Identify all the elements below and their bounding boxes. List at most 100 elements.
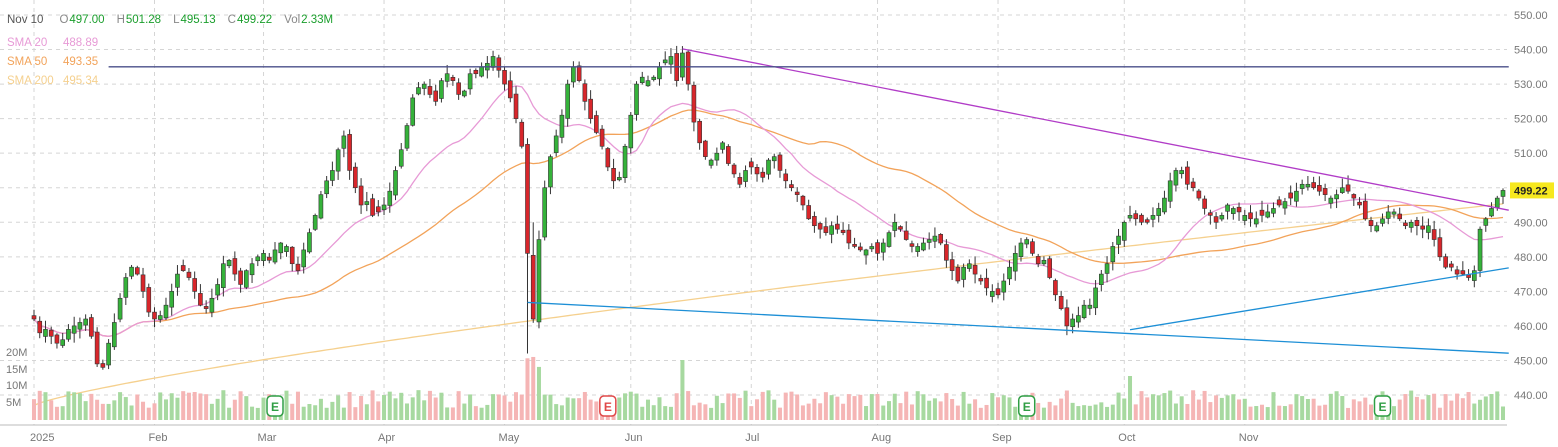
candle[interactable] (364, 191, 370, 212)
candle[interactable] (771, 153, 777, 169)
candle[interactable] (203, 300, 209, 314)
candle[interactable] (1196, 188, 1202, 201)
candle[interactable] (479, 62, 484, 78)
candle[interactable] (605, 147, 611, 172)
candle[interactable] (1230, 206, 1236, 220)
candle[interactable] (932, 227, 938, 249)
candle[interactable] (582, 79, 588, 111)
candle[interactable] (967, 259, 972, 272)
candle[interactable] (634, 81, 639, 121)
candle[interactable] (714, 147, 720, 166)
earnings-marker[interactable]: E (1017, 395, 1036, 417)
candle[interactable] (789, 180, 794, 192)
candle[interactable] (54, 333, 60, 349)
candle[interactable] (680, 46, 685, 81)
candle[interactable] (875, 239, 880, 261)
candle[interactable] (1173, 167, 1179, 192)
candle[interactable] (1225, 203, 1230, 220)
candle[interactable] (272, 242, 278, 265)
candle[interactable] (1328, 195, 1334, 209)
candle[interactable] (806, 199, 811, 220)
candle[interactable] (542, 180, 548, 241)
candle[interactable] (1483, 217, 1489, 232)
candle[interactable] (880, 238, 886, 261)
candle[interactable] (335, 147, 341, 180)
candle[interactable] (1431, 220, 1437, 247)
candle[interactable] (622, 143, 628, 183)
candle[interactable] (1472, 265, 1477, 288)
candle[interactable] (1282, 197, 1288, 215)
candle[interactable] (312, 213, 318, 231)
candle[interactable] (1426, 218, 1431, 240)
candle[interactable] (743, 165, 748, 188)
candle[interactable] (812, 211, 817, 233)
candle[interactable] (1167, 172, 1173, 209)
candle[interactable] (938, 233, 943, 246)
candle[interactable] (1064, 299, 1070, 336)
candle[interactable] (1500, 188, 1506, 204)
candle[interactable] (1253, 211, 1259, 228)
candle[interactable] (955, 264, 961, 284)
candle[interactable] (66, 324, 71, 342)
candle[interactable] (1385, 205, 1391, 225)
candle[interactable] (398, 143, 404, 169)
candle[interactable] (112, 313, 117, 350)
candle[interactable] (439, 78, 444, 103)
candle[interactable] (829, 221, 834, 244)
candle[interactable] (697, 118, 702, 150)
candle[interactable] (289, 246, 295, 272)
candle[interactable] (100, 359, 106, 370)
candle[interactable] (467, 68, 473, 95)
candle[interactable] (1053, 278, 1058, 301)
candle[interactable] (1076, 306, 1081, 328)
candle[interactable] (215, 278, 220, 301)
candle[interactable] (157, 310, 163, 323)
candle[interactable] (611, 158, 616, 189)
candle[interactable] (89, 314, 94, 339)
candle[interactable] (536, 230, 542, 329)
candle[interactable] (926, 232, 932, 250)
candle[interactable] (502, 67, 507, 91)
candles[interactable] (31, 45, 1506, 370)
candle[interactable] (507, 71, 513, 103)
candle[interactable] (800, 194, 806, 211)
candle[interactable] (662, 51, 668, 66)
candle[interactable] (599, 125, 605, 150)
candle[interactable] (1035, 253, 1041, 268)
candle[interactable] (94, 327, 100, 367)
candle[interactable] (284, 244, 289, 257)
earnings-marker[interactable]: E (1373, 395, 1392, 417)
candle[interactable] (1403, 220, 1408, 230)
candle[interactable] (513, 86, 519, 124)
candle[interactable] (553, 129, 559, 157)
candle[interactable] (737, 172, 743, 189)
candle[interactable] (972, 256, 978, 284)
candle[interactable] (1414, 216, 1420, 236)
candle[interactable] (1271, 202, 1276, 218)
candle[interactable] (921, 237, 926, 252)
candle[interactable] (473, 68, 479, 79)
candle[interactable] (1162, 190, 1167, 215)
candle[interactable] (71, 316, 77, 343)
candle[interactable] (1259, 200, 1265, 223)
candle[interactable] (140, 267, 146, 298)
candle[interactable] (1460, 261, 1466, 276)
candle[interactable] (995, 282, 1001, 299)
candle[interactable] (1294, 182, 1299, 207)
candle[interactable] (1087, 298, 1093, 316)
candle[interactable] (1311, 176, 1316, 190)
candle[interactable] (869, 243, 875, 252)
candle[interactable] (1024, 237, 1030, 249)
candle[interactable] (192, 271, 197, 299)
candle[interactable] (1179, 166, 1184, 179)
candle[interactable] (1012, 245, 1018, 281)
candle[interactable] (490, 50, 496, 71)
candle[interactable] (731, 163, 737, 178)
earnings-marker[interactable]: E (599, 395, 617, 417)
candle[interactable] (915, 243, 921, 257)
candle[interactable] (944, 239, 949, 268)
candle[interactable] (152, 307, 157, 328)
candle[interactable] (1001, 273, 1007, 301)
candle[interactable] (594, 110, 599, 135)
